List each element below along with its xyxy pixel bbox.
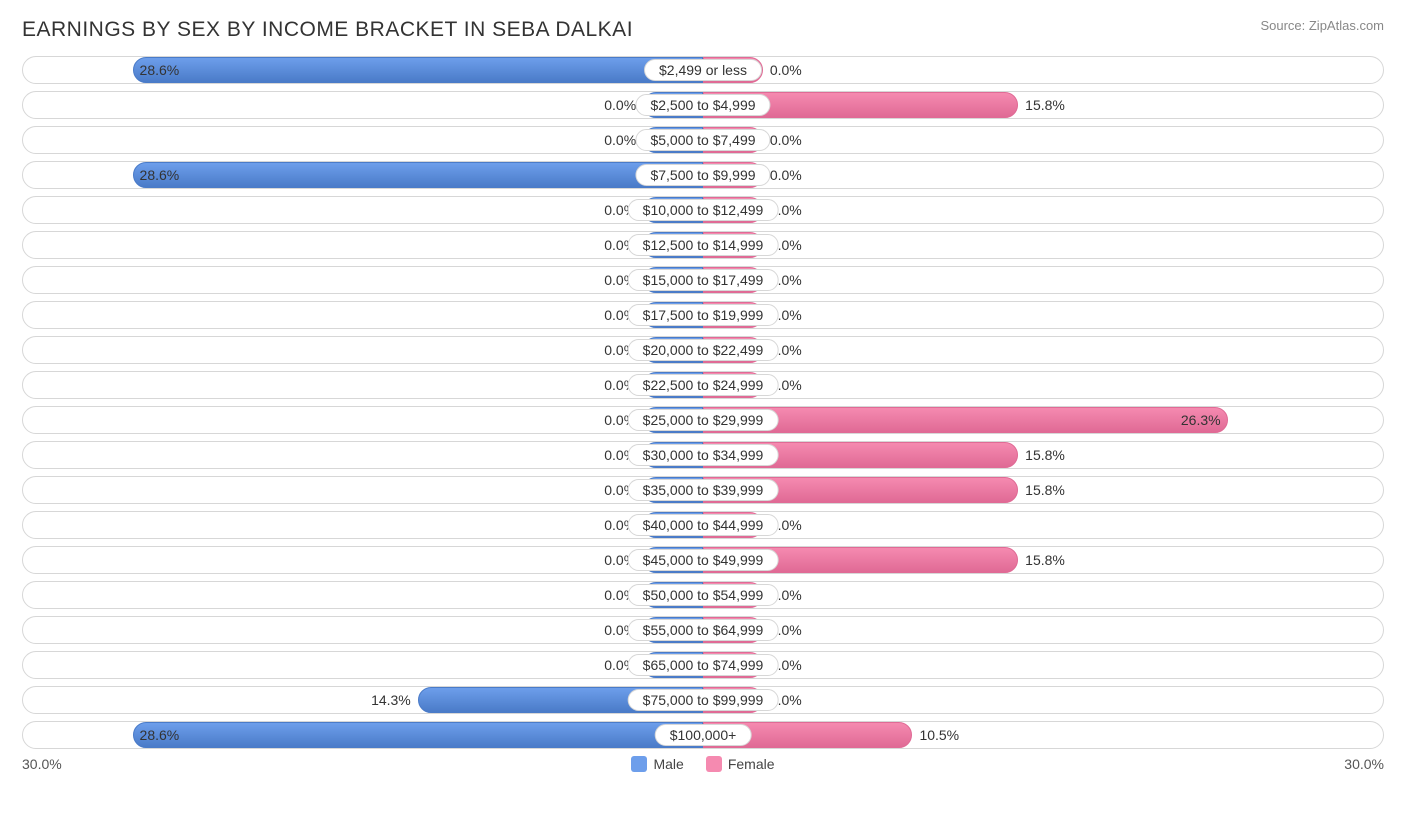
male-bar: 28.6% [133, 57, 703, 83]
legend-item: Female [706, 756, 775, 772]
chart-title: EARNINGS BY SEX BY INCOME BRACKET IN SEB… [22, 18, 633, 42]
legend-label: Male [653, 756, 683, 772]
female-value: 0.0% [770, 132, 802, 148]
category-label: $15,000 to $17,499 [628, 269, 779, 291]
category-label: $25,000 to $29,999 [628, 409, 779, 431]
female-value: 15.8% [1025, 447, 1065, 463]
category-label: $10,000 to $12,499 [628, 199, 779, 221]
legend-swatch [706, 756, 722, 772]
female-value: 15.8% [1025, 97, 1065, 113]
chart-row: 0.0%0.0%$50,000 to $54,999 [22, 581, 1384, 609]
male-value: 0.0% [604, 132, 636, 148]
category-label: $22,500 to $24,999 [628, 374, 779, 396]
category-label: $75,000 to $99,999 [628, 689, 779, 711]
legend-item: Male [631, 756, 683, 772]
category-label: $100,000+ [655, 724, 752, 746]
legend-swatch [631, 756, 647, 772]
category-label: $30,000 to $34,999 [628, 444, 779, 466]
chart-row: 14.3%0.0%$75,000 to $99,999 [22, 686, 1384, 714]
category-label: $5,000 to $7,499 [635, 129, 770, 151]
chart-row: 0.0%0.0%$17,500 to $19,999 [22, 301, 1384, 329]
female-value: 10.5% [919, 727, 959, 743]
chart-row: 0.0%26.3%$25,000 to $29,999 [22, 406, 1384, 434]
chart-source: Source: ZipAtlas.com [1260, 18, 1384, 33]
male-value: 28.6% [140, 62, 180, 78]
chart-row: 0.0%0.0%$15,000 to $17,499 [22, 266, 1384, 294]
chart-row: 0.0%0.0%$65,000 to $74,999 [22, 651, 1384, 679]
female-value: 0.0% [770, 167, 802, 183]
chart-row: 28.6% 0.0%$7,500 to $9,999 [22, 161, 1384, 189]
female-value: 26.3% [1181, 412, 1221, 428]
category-label: $45,000 to $49,999 [628, 549, 779, 571]
category-label: $40,000 to $44,999 [628, 514, 779, 536]
category-label: $2,499 or less [644, 59, 762, 81]
chart-row: 0.0%0.0%$20,000 to $22,499 [22, 336, 1384, 364]
chart-row: 0.0%0.0%$55,000 to $64,999 [22, 616, 1384, 644]
category-label: $17,500 to $19,999 [628, 304, 779, 326]
category-label: $55,000 to $64,999 [628, 619, 779, 641]
male-value: 14.3% [371, 692, 411, 708]
chart-row: 0.0% 15.8% $2,500 to $4,999 [22, 91, 1384, 119]
female-bar: 26.3% [703, 407, 1228, 433]
category-label: $35,000 to $39,999 [628, 479, 779, 501]
category-label: $65,000 to $74,999 [628, 654, 779, 676]
male-value: 28.6% [140, 727, 180, 743]
category-label: $7,500 to $9,999 [635, 164, 770, 186]
chart-row: 0.0%15.8%$35,000 to $39,999 [22, 476, 1384, 504]
chart-row: 0.0% 0.0%$5,000 to $7,499 [22, 126, 1384, 154]
chart-row: 0.0%0.0%$22,500 to $24,999 [22, 371, 1384, 399]
chart-row: 0.0%15.8%$30,000 to $34,999 [22, 441, 1384, 469]
axis-right-label: 30.0% [1344, 756, 1384, 772]
chart-row: 0.0%0.0%$40,000 to $44,999 [22, 511, 1384, 539]
category-label: $2,500 to $4,999 [635, 94, 770, 116]
chart-row: 0.0%0.0%$12,500 to $14,999 [22, 231, 1384, 259]
legend: Male Female [631, 756, 774, 772]
male-value: 28.6% [140, 167, 180, 183]
chart-row: 0.0%15.8%$45,000 to $49,999 [22, 546, 1384, 574]
chart-row: 0.0%0.0%$10,000 to $12,499 [22, 196, 1384, 224]
male-bar: 28.6% [133, 162, 703, 188]
chart-footer: 30.0% Male Female 30.0% [22, 756, 1384, 772]
chart-row: 28.6% 10.5% $100,000+ [22, 721, 1384, 749]
diverging-bar-chart: 28.6% 0.0% $2,499 or less 0.0% 15.8% $2,500 t… [22, 56, 1384, 749]
female-value: 15.8% [1025, 552, 1065, 568]
male-bar: 28.6% [133, 722, 703, 748]
category-label: $20,000 to $22,499 [628, 339, 779, 361]
female-value: 15.8% [1025, 482, 1065, 498]
male-value: 0.0% [604, 97, 636, 113]
category-label: $50,000 to $54,999 [628, 584, 779, 606]
chart-header: EARNINGS BY SEX BY INCOME BRACKET IN SEB… [22, 18, 1384, 42]
category-label: $12,500 to $14,999 [628, 234, 779, 256]
female-value: 0.0% [770, 62, 802, 78]
axis-left-label: 30.0% [22, 756, 62, 772]
legend-label: Female [728, 756, 775, 772]
chart-row: 28.6% 0.0% $2,499 or less [22, 56, 1384, 84]
